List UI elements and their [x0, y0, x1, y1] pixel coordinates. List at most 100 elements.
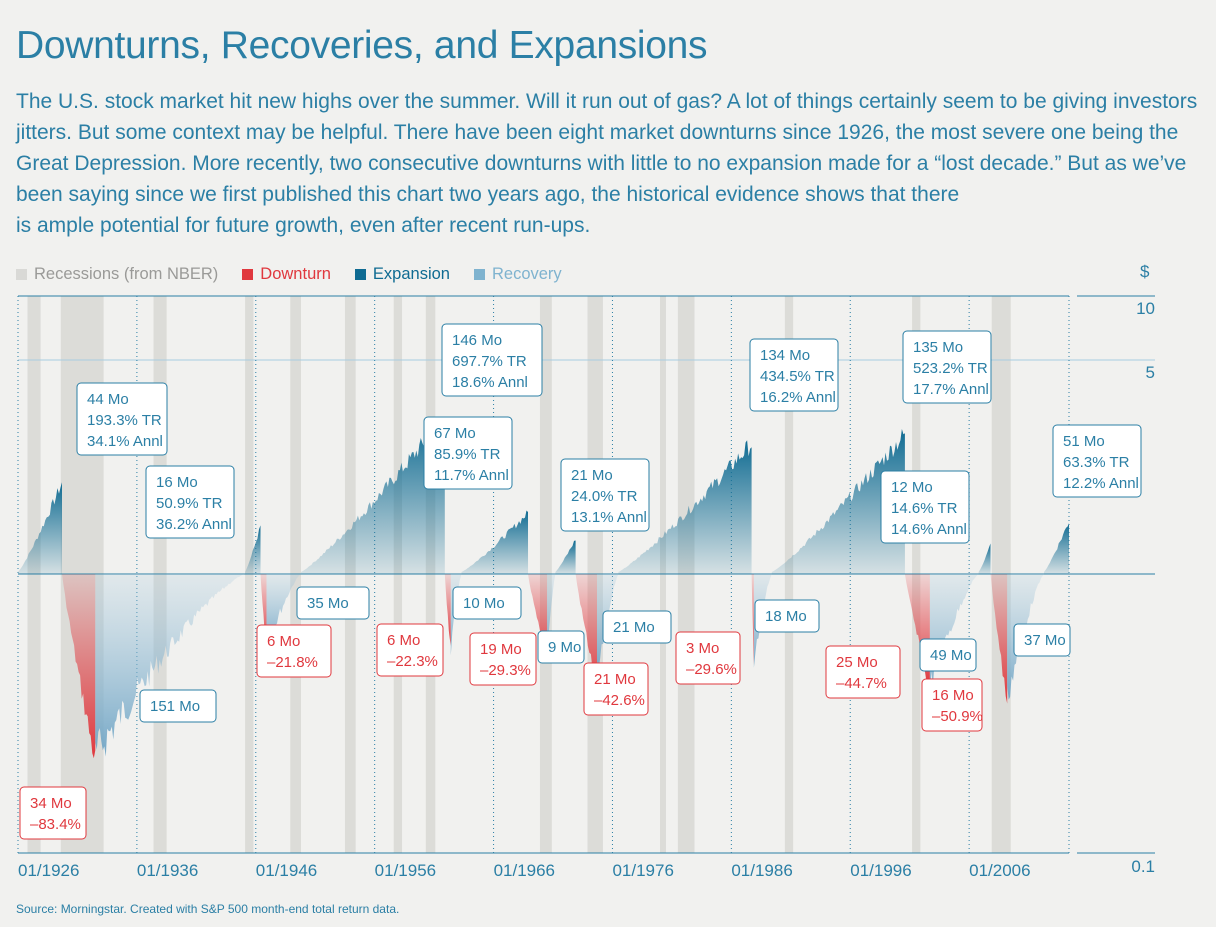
- recovery-area: [597, 574, 619, 672]
- callout-text: –29.3%: [480, 662, 531, 679]
- callout-box: [452, 586, 522, 620]
- intro-line: Great Depression. More recently, two con…: [16, 152, 1187, 175]
- callout-text: 21 Mo: [571, 467, 613, 484]
- y-tick-label: 5: [1146, 363, 1155, 382]
- callout-box: [602, 610, 672, 644]
- callout-box: [749, 338, 839, 412]
- callout-box: [919, 638, 977, 672]
- callout-recovery: 18 Mo: [754, 599, 820, 633]
- expansion-area: [978, 543, 991, 574]
- callout-text: 34 Mo: [30, 795, 72, 812]
- intro-line: jitters. But some context may be helpful…: [16, 121, 1179, 144]
- x-tick-label: 01/1936: [137, 861, 198, 880]
- y-axis-unit-label: $: [1140, 262, 1150, 281]
- callout-box: [76, 382, 168, 456]
- callout-text: –50.9%: [932, 708, 983, 725]
- callout-box: [825, 645, 901, 699]
- x-tick-label: 01/1986: [731, 861, 792, 880]
- callout-recovery: 9 Mo: [537, 630, 585, 664]
- legend-swatch-recovery: [473, 268, 485, 280]
- callout-text: 37 Mo: [1024, 632, 1066, 649]
- callout-text: 134 Mo: [760, 347, 810, 364]
- callout-expansion: 21 Mo 24.0% TR 13.1% Annl: [560, 458, 650, 532]
- callout-box: [902, 330, 992, 404]
- callout-text: 24.0% TR: [571, 488, 638, 505]
- callout-box: [921, 678, 983, 732]
- callout-text: 44 Mo: [87, 391, 129, 408]
- y-tick-label: 10: [1136, 299, 1155, 318]
- callout-downturn: 19 Mo –29.3%: [469, 632, 537, 686]
- callout-box: [1052, 424, 1142, 498]
- callout-downturn: 21 Mo –42.6%: [583, 662, 649, 716]
- callout-text: 34.1% Annl: [87, 433, 163, 450]
- callout-recovery: 37 Mo: [1013, 623, 1071, 657]
- callout-text: 12.2% Annl: [1063, 475, 1139, 492]
- callout-expansion: 12 Mo 14.6% TR 14.6% Annl: [880, 470, 970, 544]
- legend-item-recessions: Recessions (from NBER): [16, 265, 218, 284]
- callout-text: 6 Mo: [387, 632, 420, 649]
- callout-box: [560, 458, 650, 532]
- x-tick-label: 01/2006: [969, 861, 1030, 880]
- recovery-area: [929, 574, 979, 701]
- recovery-area: [95, 574, 246, 757]
- legend-item-expansion: Expansion: [354, 264, 450, 284]
- x-tick-label: 01/1996: [850, 861, 911, 880]
- callout-text: 18.6% Annl: [452, 374, 528, 391]
- axes: 10 5 0.1 01/1926 01/1936 01/1946 01/1956 01/196…: [18, 295, 1155, 880]
- x-tick-label: 01/1956: [375, 861, 436, 880]
- callout-downturn: 6 Mo –21.8%: [256, 624, 332, 678]
- callout-box: [423, 416, 513, 490]
- callout-text: 16 Mo: [932, 687, 974, 704]
- callout-text: 151 Mo: [150, 698, 200, 715]
- callout-box: [376, 623, 444, 677]
- callout-box: [145, 465, 235, 539]
- y-tick-label: 0.1: [1131, 857, 1155, 876]
- callout-text: 16 Mo: [156, 474, 198, 491]
- callout-text: 12 Mo: [891, 479, 933, 496]
- callout-recovery: 10 Mo: [452, 586, 522, 620]
- callout-text: 14.6% Annl: [891, 521, 967, 538]
- callout-text: 10 Mo: [463, 595, 505, 612]
- callout-text: –42.6%: [594, 692, 645, 709]
- callout-downturn: 6 Mo –22.3%: [376, 623, 444, 677]
- callout-text: 21 Mo: [594, 671, 636, 688]
- callout-text: 146 Mo: [452, 332, 502, 349]
- callout-expansion: 146 Mo 697.7% TR 18.6% Annl: [441, 323, 543, 397]
- legend-label-recessions: Recessions (from NBER): [34, 264, 219, 283]
- downturn-area: [575, 574, 598, 693]
- callout-text: 51 Mo: [1063, 433, 1105, 450]
- callout-text: 25 Mo: [836, 654, 878, 671]
- callout-box: [537, 630, 585, 664]
- downturn-area: [444, 574, 451, 646]
- intro-paragraph: The U.S. stock market hit new highs over…: [16, 86, 1197, 241]
- x-tick-label: 01/1946: [256, 861, 317, 880]
- legend-item-recovery: Recovery: [473, 265, 562, 284]
- legend-swatch-recessions: [16, 268, 27, 280]
- callout-text: 50.9% TR: [156, 495, 223, 512]
- callout-downturn: 3 Mo –29.6%: [675, 631, 741, 685]
- callout-box: [469, 632, 537, 686]
- callout-text: –83.4%: [30, 816, 81, 833]
- intro-line: is ample potential for future growth, ev…: [16, 214, 591, 237]
- callout-text: 14.6% TR: [891, 500, 958, 517]
- legend-swatch-downturn: [242, 268, 254, 280]
- callout-box: [583, 662, 649, 716]
- callout-box: [296, 586, 370, 620]
- callout-box: [675, 631, 741, 685]
- legend-label-expansion: Expansion: [372, 264, 450, 283]
- callout-text: –44.7%: [836, 675, 887, 692]
- callout-text: 135 Mo: [913, 339, 963, 356]
- callout-text: 3 Mo: [686, 640, 719, 657]
- downturn-area: [61, 574, 96, 759]
- downturn-area: [990, 574, 1008, 704]
- callout-text: 193.3% TR: [87, 412, 162, 429]
- callout-box: [1013, 623, 1071, 657]
- callout-text: 9 Mo: [548, 639, 581, 656]
- callouts: 44 Mo 193.3% TR 34.1% Annl 34 Mo –83.4% 151 M…: [19, 323, 1142, 840]
- callout-text: 697.7% TR: [452, 353, 527, 370]
- legend-swatch-expansion: [354, 268, 366, 280]
- callout-expansion: 134 Mo 434.5% TR 16.2% Annl: [749, 338, 839, 412]
- callout-downturn: 25 Mo –44.7%: [825, 645, 901, 699]
- callout-text: –21.8%: [267, 654, 318, 671]
- expansion-area: [618, 440, 752, 574]
